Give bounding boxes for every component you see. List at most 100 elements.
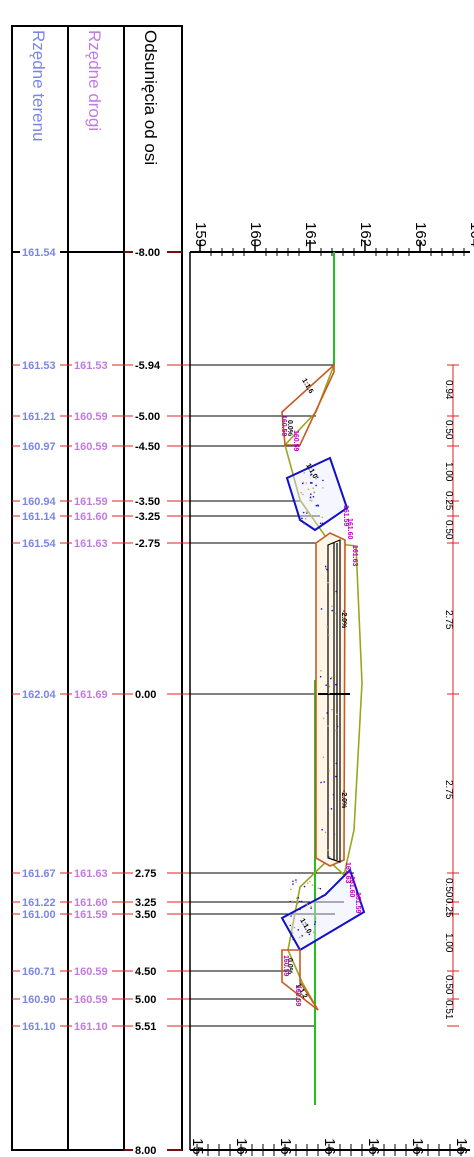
hatch-dot <box>322 487 324 489</box>
road-value: 161.53 <box>74 360 108 372</box>
hatch-dot <box>329 856 331 858</box>
hatch-dot <box>310 907 312 909</box>
point-elevation-label: 161.63 <box>351 545 358 567</box>
hatch-dot <box>310 482 313 484</box>
table-row: 8.00 <box>124 1144 182 1157</box>
offset-value: -4.50 <box>135 441 160 453</box>
offset-value: -3.50 <box>135 496 160 508</box>
hatch-dot <box>319 675 322 678</box>
hatch-dot <box>307 488 310 491</box>
table-row: 161.10 161.10 5.51 <box>12 1020 190 1033</box>
dimension-labels: 0.940.501.000.250.502.752.750.500.251.00… <box>443 364 459 1027</box>
axis-tick-label: 164 <box>467 222 474 247</box>
hatch-dot <box>321 895 324 897</box>
table-row: 161.67 161.63 2.75 <box>12 867 190 880</box>
point-elevation-label: 161.59 <box>354 892 361 914</box>
hatch-dot <box>329 677 332 680</box>
row-label-bg <box>20 359 60 371</box>
dimension-label: 0.50 <box>443 975 454 995</box>
hatch-dot <box>308 933 311 936</box>
terrain-value: 161.53 <box>22 360 56 372</box>
hatch-dot <box>324 565 327 568</box>
fill-hatch-dots <box>289 471 339 941</box>
hatch-dot <box>319 522 322 525</box>
table-row: 160.97 160.59 -4.50 <box>12 440 190 453</box>
hatch-dot <box>312 495 315 498</box>
dimension-label: 0.25 <box>443 898 454 918</box>
hatch-dot <box>305 482 308 484</box>
hatch-dot <box>319 887 322 890</box>
hatch-dot <box>309 880 311 883</box>
row-label-bg <box>20 495 60 507</box>
data-table: Rzędne terenu Rzędne drogi Odsunięcia od… <box>11 25 190 1157</box>
road-value: 161.63 <box>74 538 108 550</box>
dimension-label: 0.94 <box>443 380 454 400</box>
slope-label: 1:1.6 <box>300 378 314 395</box>
dimension-label: 1.00 <box>443 462 454 482</box>
row-label-bg <box>133 246 167 258</box>
hatch-dot <box>315 477 317 480</box>
hatch-dot <box>336 713 339 716</box>
hatch-dot <box>305 923 308 926</box>
row-label-bg <box>133 993 167 1005</box>
table-row: 161.54 -8.00 <box>20 246 182 259</box>
offset-value: 2.75 <box>135 868 156 880</box>
dimension-label: 0.25 <box>443 491 454 511</box>
terrain-value: 161.10 <box>22 1021 56 1033</box>
hatch-dot <box>310 474 312 476</box>
terrain-value: 160.97 <box>22 441 56 453</box>
hatch-dot <box>331 708 333 711</box>
row-label-bg <box>133 510 167 522</box>
hatch-dot <box>302 511 305 514</box>
road-value: 161.60 <box>74 897 108 909</box>
row-label-bg <box>20 993 60 1005</box>
row-label-bg <box>72 896 112 908</box>
point-elevation-label: 161.60 <box>346 518 353 540</box>
table-row: 161.22 161.60 3.25 <box>12 896 190 909</box>
hatch-dot <box>331 609 333 612</box>
hatch-dot <box>301 935 303 937</box>
hatch-dot <box>322 756 325 759</box>
hatch-dot <box>333 833 335 836</box>
axis-ticks-top: 159 160 161 162 163 164 <box>192 222 474 256</box>
point-elevation-label: 161.63 <box>344 862 351 884</box>
hatch-dot <box>291 932 294 934</box>
row-label-bg <box>20 246 60 258</box>
row-label-bg <box>72 510 112 522</box>
hatch-dot <box>300 491 302 494</box>
row-label-bg <box>72 993 112 1005</box>
hatch-dot <box>310 493 312 495</box>
hatch-dot <box>292 938 295 941</box>
row-label-bg <box>133 440 167 452</box>
hatch-dot <box>320 608 323 610</box>
road-value: 160.59 <box>74 411 108 423</box>
hatch-dot <box>327 856 330 858</box>
terrain-value: 161.22 <box>22 897 56 909</box>
hatch-dot <box>324 831 327 834</box>
table-row: 161.21 160.59 -5.00 <box>12 410 190 423</box>
row-label-bg <box>72 410 112 422</box>
hatch-dot <box>321 516 324 519</box>
hatch-dot <box>322 479 324 482</box>
hatch-dot <box>306 904 309 906</box>
row-label-bg <box>20 896 60 908</box>
hatch-dot <box>295 897 298 900</box>
hatch-dot <box>290 888 292 891</box>
hatch-dot <box>315 484 317 487</box>
hatch-dot <box>299 908 301 911</box>
hatch-dot <box>315 917 317 920</box>
hatch-dot <box>321 522 324 525</box>
hatch-dot <box>306 882 309 884</box>
road-value: 161.10 <box>74 1021 108 1033</box>
axis-tick-label: 163 <box>412 222 429 247</box>
table-row: 160.94 161.59 -3.50 <box>12 495 190 508</box>
hatch-dot <box>295 881 297 884</box>
row-label-bg <box>72 440 112 452</box>
road-value: 161.63 <box>74 868 108 880</box>
hatch-dot <box>290 915 292 917</box>
hatch-dot <box>335 729 337 732</box>
dimension-label: 0.50 <box>443 878 454 898</box>
hatch-dot <box>309 496 312 499</box>
hatch-dot <box>289 924 292 927</box>
point-elevation-label: 160.59 <box>280 415 287 437</box>
